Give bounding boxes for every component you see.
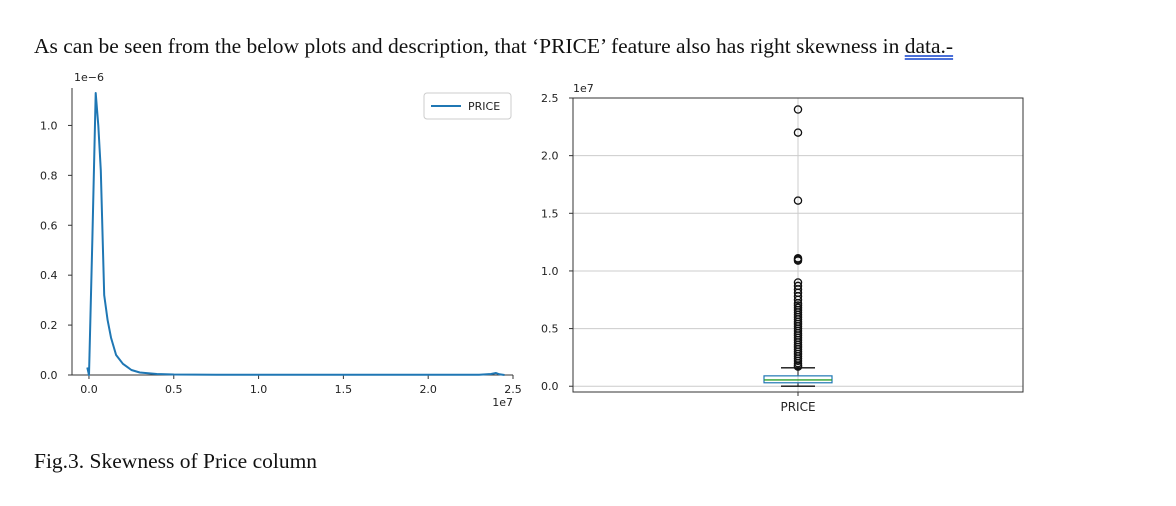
kde-line-chart: 0.0 0.5 1.0 1.5 2.0 2.5 0.0 0.2 0.4 0.6 0.8 1.0 1e7 1… <box>40 71 522 409</box>
box-y-tick-label: 2.5 <box>541 92 559 105</box>
figure-caption: Fig.3. Skewness of Price column <box>34 449 318 473</box>
kde-x-tick-label: 2.5 <box>504 383 522 396</box>
box-y-tick-label: 0.5 <box>541 323 559 336</box>
box-y-tick-label: 1.0 <box>541 265 559 278</box>
kde-y-tick-label: 1.0 <box>40 119 58 132</box>
box-y-tick-label: 1.5 <box>541 207 559 220</box>
box-outlier-point <box>793 356 803 366</box>
box-outlier-point <box>793 358 803 368</box>
kde-y-tick-label: 0.8 <box>40 169 58 182</box>
box-y-tick-label: 2.0 <box>541 150 559 163</box>
kde-x-tick-label: 2.0 <box>419 383 437 396</box>
kde-x-tick-label: 1.5 <box>335 383 353 396</box>
kde-x-tick-label: 0.0 <box>80 383 98 396</box>
box-outlier-point <box>793 196 803 205</box>
paragraph-link[interactable]: data.- <box>904 34 954 58</box>
kde-x-offset-label: 1e7 <box>492 396 513 409</box>
paragraph-text: As can be seen from the below plots and … <box>34 34 905 58</box>
kde-y-offset-label: 1e−6 <box>74 71 104 84</box>
box-y-offset-label: 1e7 <box>573 82 594 95</box>
body-paragraph: As can be seen from the below plots and … <box>34 34 953 59</box>
kde-x-tick-label: 1.0 <box>250 383 268 396</box>
kde-y-tick-label: 0.4 <box>40 269 58 282</box>
box-outlier-point <box>793 256 803 265</box>
box-x-tick-label-price: PRICE <box>780 400 815 414</box>
box-outlier-point <box>793 362 803 371</box>
kde-y-tick-label: 0.0 <box>40 369 58 382</box>
kde-legend-box <box>423 92 512 120</box>
box-y-tick-label: 0.0 <box>541 380 559 393</box>
kde-y-tick-label: 0.6 <box>40 219 58 232</box>
kde-y-tick-label: 0.2 <box>40 319 58 332</box>
kde-legend-label: PRICE <box>468 100 500 113</box>
box-outlier-point <box>793 105 803 114</box>
kde-series-line-price <box>86 92 505 376</box>
box-outlier-point <box>793 295 803 305</box>
box-outlier-point <box>793 128 803 137</box>
box-plot-chart: 0.0 0.5 1.0 1.5 2.0 2.5 1e7 PRICE <box>541 82 1024 414</box>
kde-x-tick-label: 0.5 <box>165 383 183 396</box>
